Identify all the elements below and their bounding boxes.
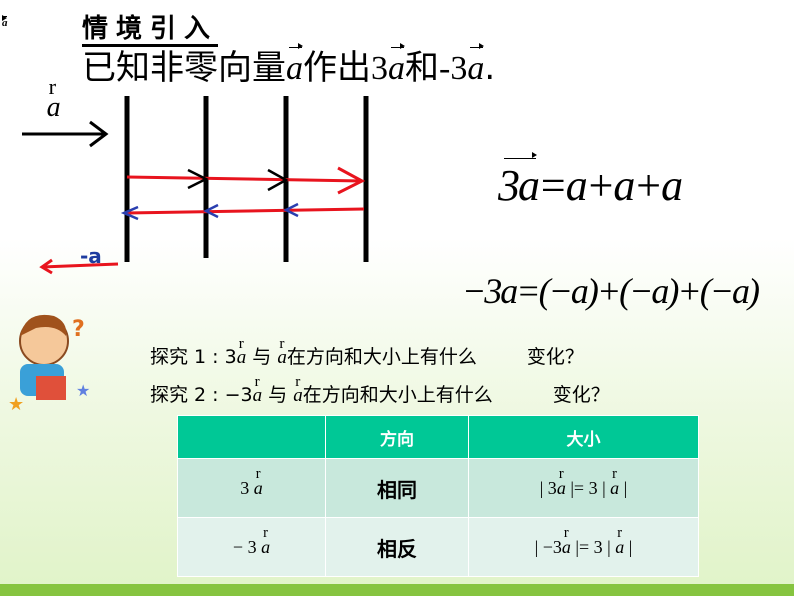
vector-neg-a bbox=[41, 262, 119, 269]
title-and: 和 bbox=[405, 48, 439, 88]
vector-a: a bbox=[286, 42, 303, 87]
arrowhead bbox=[39, 258, 53, 275]
eq-lhs: 3a bbox=[498, 152, 540, 210]
footer-bar bbox=[0, 584, 794, 596]
header-magnitude: 大小 bbox=[468, 415, 699, 459]
question-2: 探究 2 : −3 r a 与 r a在方向和大小上有什么 变化？ bbox=[150, 372, 610, 406]
neg-a-label: -a bbox=[80, 244, 102, 268]
svg-text:★: ★ bbox=[76, 381, 90, 400]
header-direction: 方向 bbox=[325, 415, 469, 459]
cell-direction: 相同 bbox=[325, 458, 469, 518]
thinking-boy-icon: ? ★ ★ bbox=[8, 314, 90, 415]
period: . bbox=[484, 48, 496, 88]
equation-3a: 3a=a+a+a bbox=[498, 152, 683, 211]
title-prefix: 已知非零向量 bbox=[82, 48, 286, 88]
coef: -3 bbox=[439, 50, 468, 87]
problem-statement: 已知非零向量a作出3a和-3a. bbox=[82, 42, 496, 89]
vector-neg-3a bbox=[123, 207, 365, 215]
section-heading: 情境引入 bbox=[82, 14, 219, 47]
arrowhead bbox=[89, 120, 109, 148]
vector-3a bbox=[126, 175, 363, 183]
svg-text:?: ? bbox=[72, 317, 85, 342]
segment-arrowheads bbox=[187, 168, 289, 192]
equation-neg-3a: −3a=(−a)+(−a)+(−a) bbox=[462, 271, 760, 311]
eq-rhs: =a+a+a bbox=[538, 161, 683, 210]
vector-diagram bbox=[22, 96, 369, 275]
svg-text:★: ★ bbox=[8, 394, 24, 415]
cell-direction: 相反 bbox=[325, 517, 469, 577]
header-empty bbox=[177, 415, 326, 459]
corner-vector-label: a bbox=[2, 15, 8, 29]
vector-a: a bbox=[388, 42, 405, 87]
vector-a: a bbox=[467, 42, 485, 87]
coef: 3 bbox=[371, 50, 388, 87]
arrowhead bbox=[337, 166, 366, 195]
segment-arrowheads bbox=[120, 202, 299, 221]
title-mid: 作出 bbox=[303, 48, 371, 88]
